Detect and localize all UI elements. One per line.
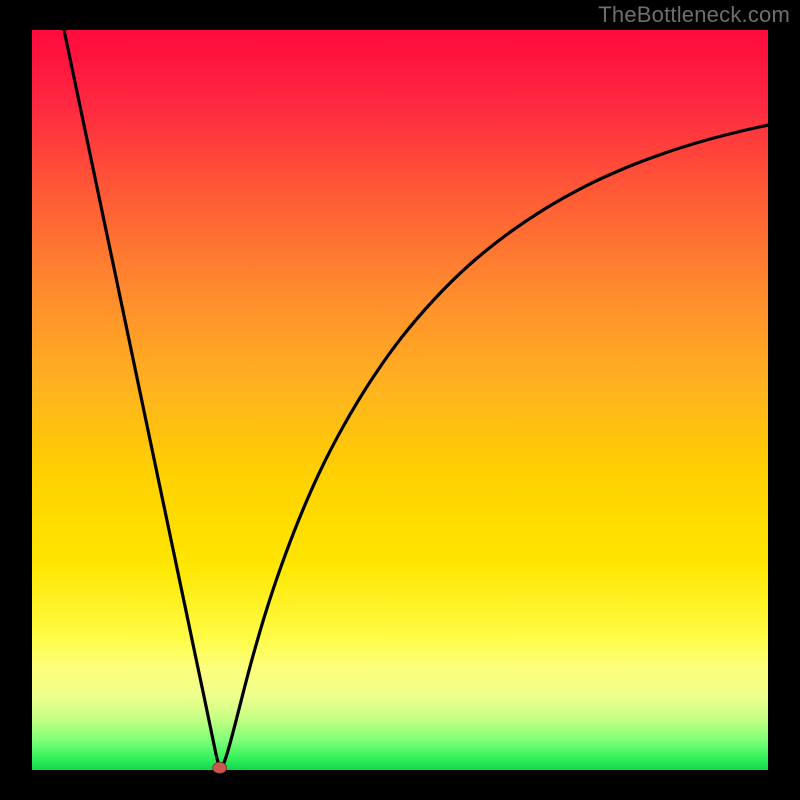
plot-border-left <box>0 0 32 800</box>
chart-frame: TheBottleneck.com <box>0 0 800 800</box>
plot-border-bottom <box>0 770 800 800</box>
watermark-text: TheBottleneck.com <box>598 2 790 28</box>
plot-border-right <box>768 0 800 800</box>
plot-background <box>0 0 800 800</box>
